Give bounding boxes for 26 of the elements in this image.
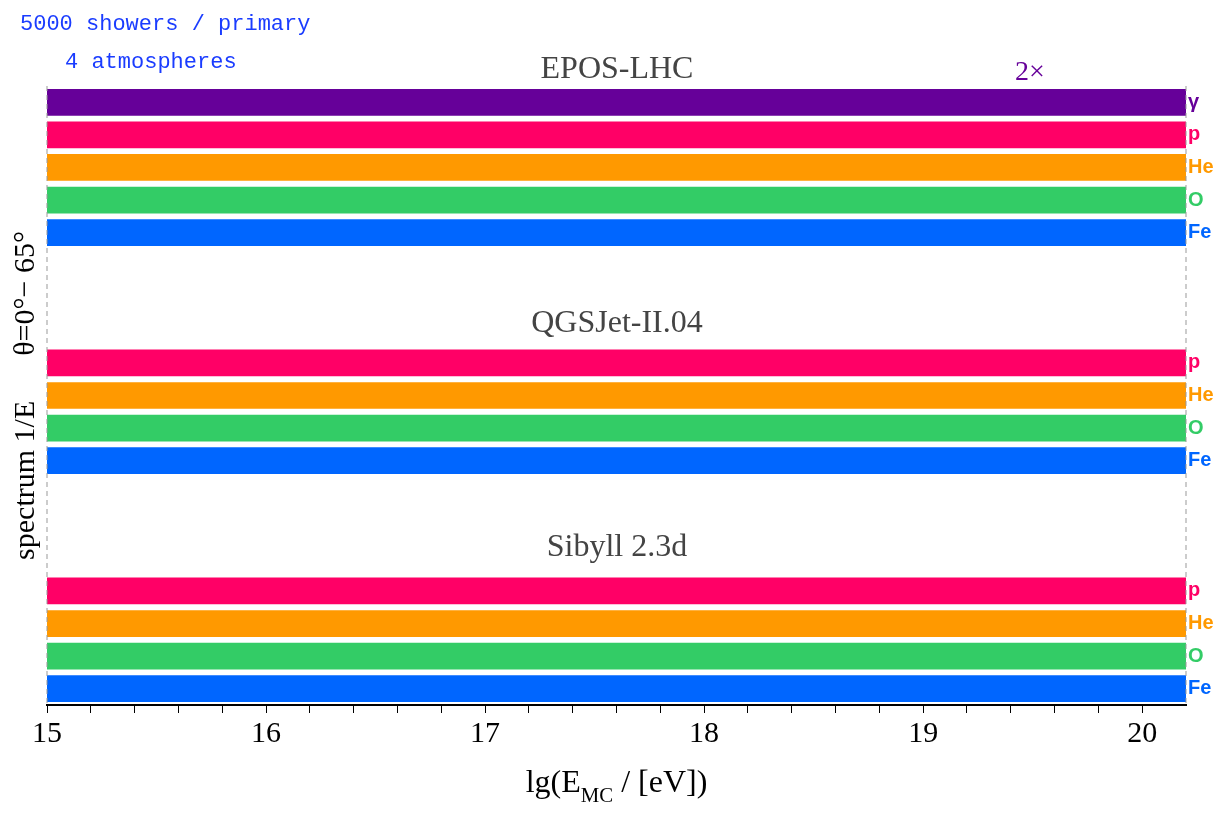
x-tick-label: 17: [470, 714, 501, 748]
y-tick-label: O: [1188, 643, 1204, 666]
x-tick-label: 16: [251, 714, 282, 748]
y-tick-label: γ: [1188, 89, 1200, 112]
annotation: QGSJet-II.04: [531, 303, 703, 339]
y-tick-label: Fe: [1188, 676, 1212, 699]
x-tick-label: 19: [908, 714, 939, 748]
y-tick-label: He: [1188, 154, 1214, 177]
y-tick-label: p: [1188, 122, 1201, 145]
text: 4 atmospheres: [65, 50, 237, 75]
x-tick-label: 15: [32, 714, 62, 748]
y-axis-title: spectrum 1/E θ=0°− 65°: [7, 231, 40, 560]
y-tick-label: Fe: [1188, 448, 1212, 471]
annotation: Sibyll 2.3d: [546, 527, 688, 563]
y-tick-label: He: [1188, 611, 1214, 634]
annotation: 2×: [1015, 55, 1045, 86]
text: EPOS-LHC: [540, 49, 694, 85]
y-tick-label: He: [1188, 383, 1214, 406]
y-tick-label: p: [1188, 350, 1201, 373]
text: 5000 showers / primary: [20, 12, 311, 37]
y-tick-label: Fe: [1188, 220, 1212, 243]
y-tick-label: p: [1188, 578, 1201, 601]
x-tick-label: 18: [689, 714, 720, 748]
x-tick-label: 20: [1127, 714, 1158, 748]
y-tick-label: O: [1188, 415, 1204, 438]
y-tick-label: O: [1188, 187, 1204, 210]
